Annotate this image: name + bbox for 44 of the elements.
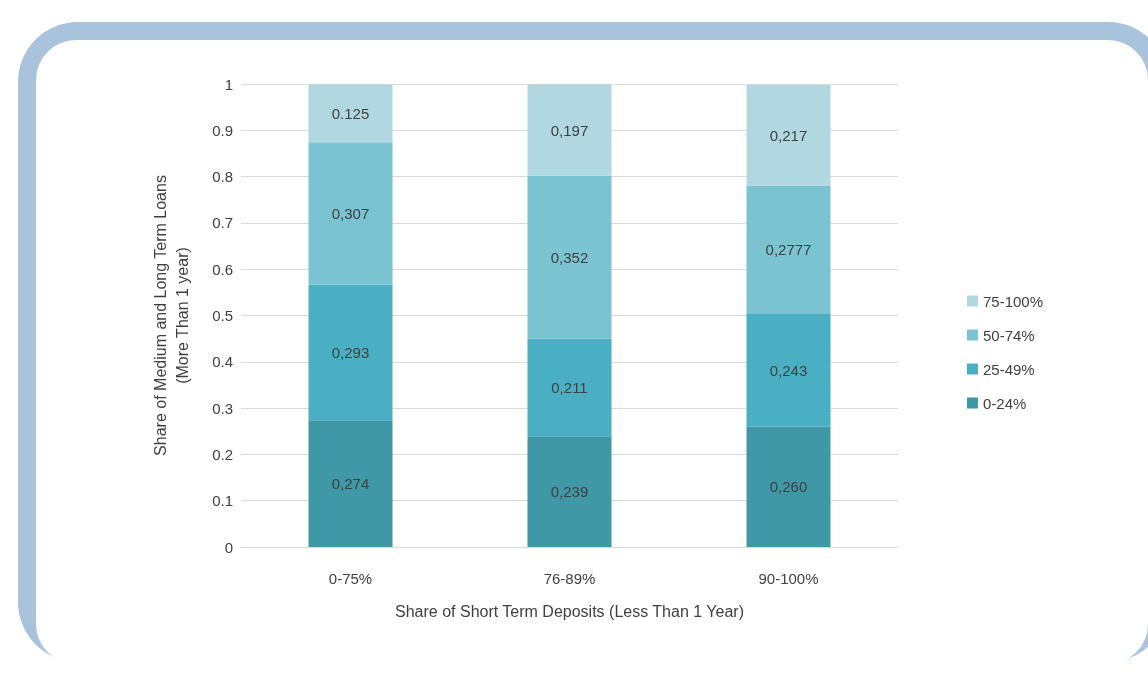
y-tick-label: 0.3 xyxy=(212,399,233,417)
legend-label: 50-74% xyxy=(982,326,1035,344)
bar xyxy=(527,338,612,437)
y-tick-label: 0.2 xyxy=(212,445,233,463)
data-label: 0,293 xyxy=(331,343,370,361)
bar xyxy=(746,314,831,427)
bar xyxy=(527,84,612,176)
data-label: 0,260 xyxy=(769,478,808,496)
bar xyxy=(746,85,831,186)
legend-label: 25-49% xyxy=(982,360,1035,378)
y-tick-label: 0.5 xyxy=(212,307,233,324)
y-axis-title: Share of Medium and Long Term Loans (More Than 1 year) xyxy=(151,175,191,456)
bar xyxy=(308,84,393,143)
bar xyxy=(746,185,831,315)
x-tick-label: 0-75% xyxy=(328,570,373,587)
data-label: 0,307 xyxy=(331,204,370,222)
legend-label: 0-24% xyxy=(982,394,1027,412)
x-tick-label: 76-89% xyxy=(543,570,596,587)
data-label: 0,2777 xyxy=(765,241,812,259)
x-axis-title: Share of Short Term Deposits (Less Than 1 Year) xyxy=(395,602,744,620)
data-label: 0,197 xyxy=(550,121,589,139)
y-tick-label: 1 xyxy=(224,75,233,93)
bar xyxy=(746,426,831,547)
bar xyxy=(527,175,612,339)
bar xyxy=(527,436,612,547)
bar xyxy=(308,420,393,547)
x-tick-label: 90-100% xyxy=(758,570,819,587)
data-label: 0,243 xyxy=(769,361,808,379)
data-label: 0,274 xyxy=(331,475,370,493)
y-tick-label: 0.7 xyxy=(212,214,233,232)
y-tick-label: 0.9 xyxy=(212,121,233,139)
y-tick-label: 0.6 xyxy=(212,260,233,278)
y-tick-label: 0.4 xyxy=(212,353,233,371)
y-tick-label: 0.1 xyxy=(212,492,233,510)
y-tick-label: 0.8 xyxy=(212,168,233,186)
data-label: 0.125 xyxy=(331,104,370,122)
y-tick-label: 0 xyxy=(224,538,233,556)
data-label: 0,239 xyxy=(550,483,589,501)
data-label: 0,352 xyxy=(550,248,589,266)
data-label: 0,217 xyxy=(769,126,808,144)
bar xyxy=(308,284,393,421)
data-label: 0,211 xyxy=(551,379,588,396)
bar xyxy=(308,142,393,285)
legend-label: 75-100% xyxy=(982,292,1043,310)
